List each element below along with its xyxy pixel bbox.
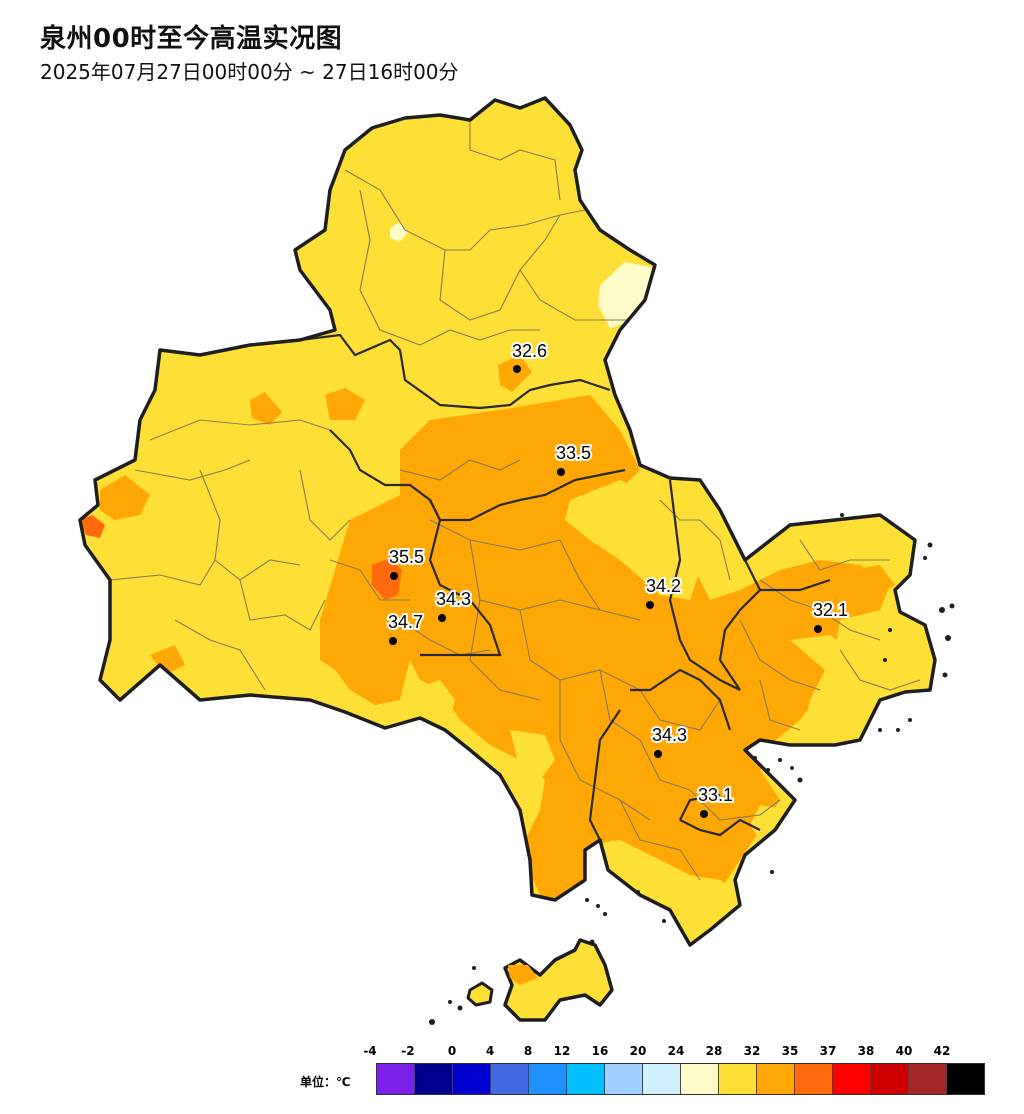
svg-text:32.1: 32.1: [813, 600, 848, 620]
legend-tick: 0: [447, 1044, 457, 1058]
islands: [429, 513, 955, 1025]
town-boundaries: [109, 120, 921, 881]
legend-tick: 37: [819, 1044, 837, 1058]
svg-text:33.5: 33.5: [556, 443, 591, 463]
legend-swatch: [415, 1064, 453, 1094]
legend-tick: 24: [667, 1044, 685, 1058]
map-subtitle: 2025年07月27日00时00分 ~ 27日16时00分: [40, 60, 459, 84]
svg-text:33.1: 33.1: [698, 785, 733, 805]
legend-tick: 20: [629, 1044, 647, 1058]
legend-tick: 35: [781, 1044, 799, 1058]
station-marker[interactable]: 34.3: [434, 587, 473, 622]
legend-tick: 40: [895, 1044, 913, 1058]
legend-swatch: [947, 1064, 984, 1094]
legend-tick: 4: [485, 1044, 495, 1058]
legend-tick: 38: [857, 1044, 875, 1058]
legend-swatch: [643, 1064, 681, 1094]
temperature-fill: [80, 222, 930, 935]
legend-swatch: [377, 1064, 415, 1094]
legend-color-bar: [376, 1063, 985, 1095]
station-marker[interactable]: 35.5: [387, 545, 426, 580]
station-marker[interactable]: 33.1: [696, 783, 735, 818]
legend-swatch: [453, 1064, 491, 1094]
legend-swatch: [529, 1064, 567, 1094]
legend-tick: -2: [401, 1044, 415, 1058]
svg-text:35.5: 35.5: [389, 547, 424, 567]
legend-tick: 16: [591, 1044, 609, 1058]
legend-swatch: [833, 1064, 871, 1094]
map-title: 泉州00时至今高温实况图: [40, 24, 343, 54]
county-boundaries: [299, 333, 831, 841]
legend-swatch: [757, 1064, 795, 1094]
stations: 32.6 33.5 35.5 34.3 34.7 34.2 32.1 34.3: [386, 339, 850, 818]
legend-tick: 12: [553, 1044, 571, 1058]
station-marker[interactable]: 33.5: [554, 441, 593, 476]
temperature-map: 32.6 33.5 35.5 34.3 34.7 34.2 32.1 34.3: [78, 96, 955, 1025]
svg-text:34.2: 34.2: [646, 576, 681, 596]
svg-text:34.3: 34.3: [652, 725, 687, 745]
legend-tick: 28: [705, 1044, 723, 1058]
legend-tick: -4: [363, 1044, 377, 1058]
legend-swatch: [681, 1064, 719, 1094]
legend-swatch: [909, 1064, 947, 1094]
svg-text:32.6: 32.6: [512, 341, 547, 361]
station-marker[interactable]: 32.6: [510, 339, 549, 373]
legend-swatch: [719, 1064, 757, 1094]
station-marker[interactable]: 34.7: [386, 610, 425, 645]
legend-tick: 32: [743, 1044, 761, 1058]
legend-swatch: [567, 1064, 605, 1094]
svg-text:34.3: 34.3: [436, 589, 471, 609]
svg-text:34.7: 34.7: [388, 612, 423, 632]
legend-tick: 8: [523, 1044, 533, 1058]
legend-unit-label: 单位：℃: [300, 1075, 351, 1089]
station-marker[interactable]: 32.1: [811, 598, 850, 633]
color-legend: 单位：℃ -4 -2 0 4 8 12 16 20 24 28 32 35 37…: [300, 1044, 1000, 1104]
legend-swatch: [795, 1064, 833, 1094]
legend-swatch: [871, 1064, 909, 1094]
station-marker[interactable]: 34.2: [644, 574, 683, 609]
legend-swatch: [491, 1064, 529, 1094]
legend-swatch: [605, 1064, 643, 1094]
legend-tick: 42: [933, 1044, 951, 1058]
station-marker[interactable]: 34.3: [650, 723, 689, 758]
